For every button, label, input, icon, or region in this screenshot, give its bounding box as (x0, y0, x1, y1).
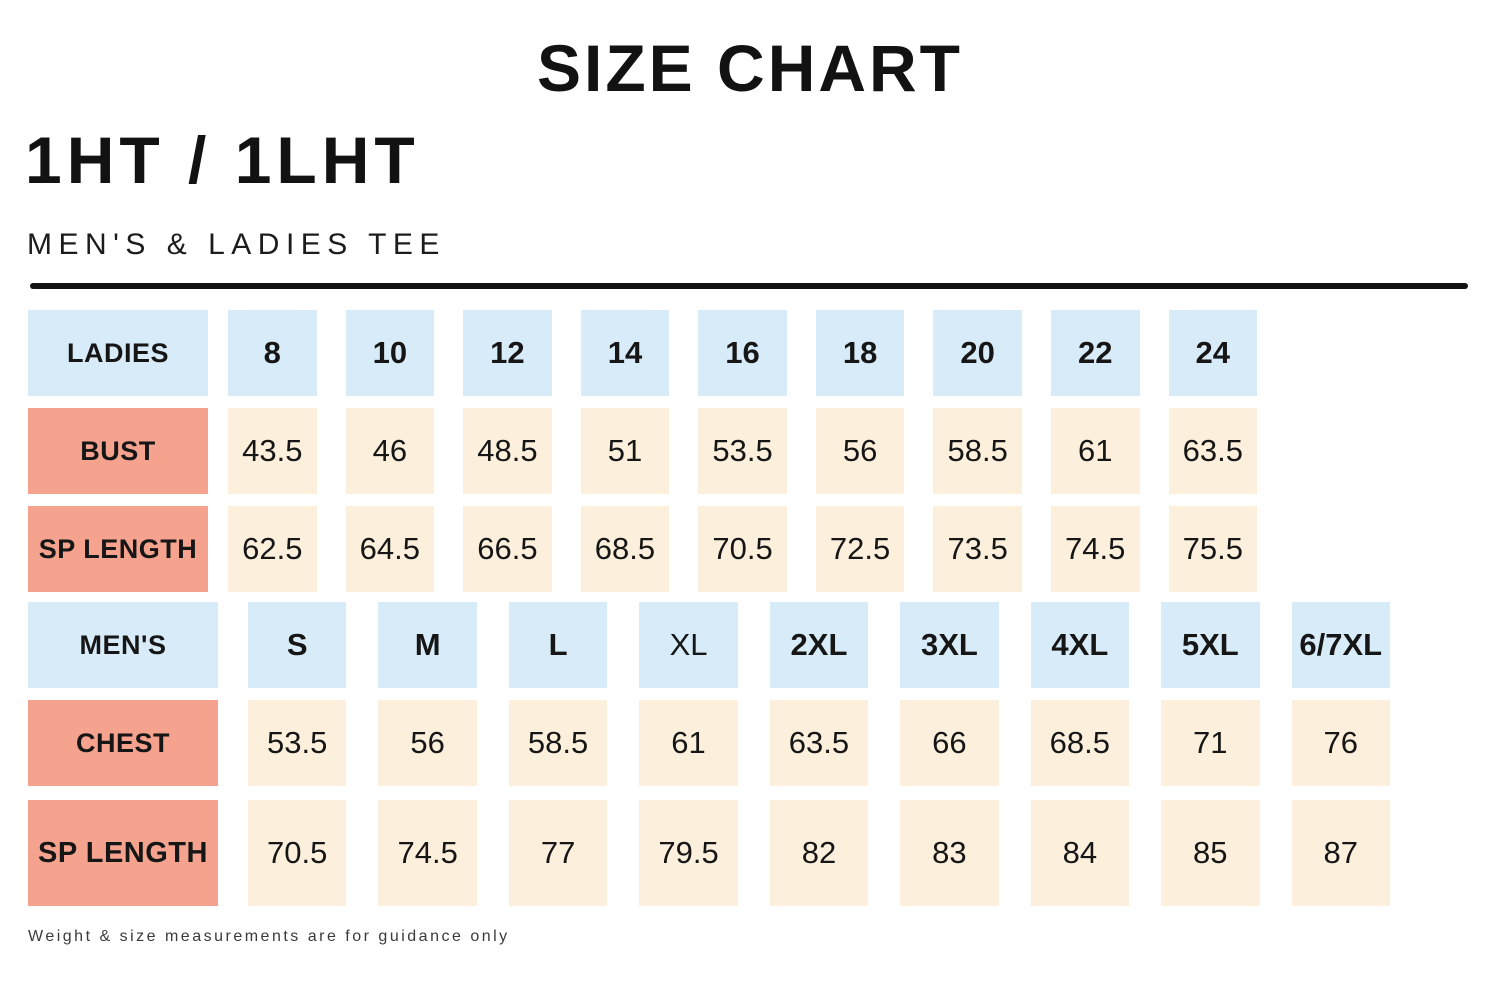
mens-sp-length-value-cell: 70.5 (248, 800, 347, 906)
chest-value-cell: 68.5 (1030, 700, 1130, 786)
chest-value-cell: 58.5 (508, 700, 608, 786)
size-tables: LADIES 8 10 12 14 16 18 20 22 24 BUST 43… (28, 310, 1390, 906)
mens-sp-length-value-cell: 74.5 (378, 800, 477, 906)
mens-sp-length-value-cell: 87 (1291, 800, 1390, 906)
ladies-size-cell: 22 (1050, 310, 1140, 396)
mens-sp-length-value-cell: 79.5 (639, 800, 738, 906)
ladies-size-cells: 8 10 12 14 16 18 20 22 24 (228, 310, 1258, 396)
mens-sp-length-value-cell: 83 (900, 800, 999, 906)
ladies-sp-length-value-cell: 66.5 (463, 506, 552, 592)
ladies-sp-length-value-cell: 72.5 (815, 506, 905, 592)
mens-sp-length-value-cell: 84 (1030, 800, 1130, 906)
ladies-size-cell: 20 (933, 310, 1022, 396)
ladies-size-cell: 8 (228, 310, 317, 396)
ladies-sp-length-value-cell: 75.5 (1168, 506, 1258, 592)
ladies-sp-length-value-cell: 64.5 (345, 506, 435, 592)
mens-sp-length-value-cell: 85 (1161, 800, 1260, 906)
ladies-size-cell: 16 (698, 310, 787, 396)
mens-size-cell: XL (639, 602, 738, 688)
mens-sp-length-row: SP LENGTH 70.5 74.5 77 79.5 82 83 84 85 … (28, 800, 1390, 906)
bust-value-cell: 56 (815, 408, 905, 494)
mens-chest-cells: 53.5 56 58.5 61 63.5 66 68.5 71 76 (248, 700, 1390, 786)
chest-value-cell: 71 (1161, 700, 1260, 786)
divider-rule (30, 283, 1468, 289)
mens-size-cell: 4XL (1030, 602, 1130, 688)
chest-row-label: CHEST (28, 700, 218, 786)
mens-size-cells: S M L XL 2XL 3XL 4XL 5XL 6/7XL (248, 602, 1390, 688)
ladies-sp-length-value-cell: 70.5 (698, 506, 787, 592)
mens-size-cell: 3XL (900, 602, 999, 688)
chest-value-cell: 53.5 (248, 700, 347, 786)
ladies-sp-length-value-cell: 62.5 (228, 506, 317, 592)
ladies-size-cell: 10 (345, 310, 435, 396)
ladies-size-cell: 14 (580, 310, 670, 396)
bust-value-cell: 61 (1050, 408, 1140, 494)
ladies-size-cell: 12 (463, 310, 552, 396)
ladies-sp-length-value-cell: 68.5 (580, 506, 670, 592)
mens-size-cell: M (378, 602, 477, 688)
ladies-sp-length-cells: 62.5 64.5 66.5 68.5 70.5 72.5 73.5 74.5 … (228, 506, 1258, 592)
mens-sp-length-label: SP LENGTH (28, 800, 218, 906)
mens-sp-length-value-cell: 77 (508, 800, 608, 906)
ladies-table-label: LADIES (28, 310, 208, 396)
chest-value-cell: 76 (1291, 700, 1390, 786)
bust-value-cell: 51 (580, 408, 670, 494)
product-code: 1HT / 1LHT (25, 123, 420, 197)
bust-row-label: BUST (28, 408, 208, 494)
ladies-size-cell: 18 (815, 310, 905, 396)
bust-value-cell: 43.5 (228, 408, 317, 494)
ladies-size-cell: 24 (1168, 310, 1258, 396)
ladies-bust-cells: 43.5 46 48.5 51 53.5 56 58.5 61 63.5 (228, 408, 1258, 494)
chest-value-cell: 66 (900, 700, 999, 786)
mens-sp-length-cells: 70.5 74.5 77 79.5 82 83 84 85 87 (248, 800, 1390, 906)
product-subtitle: MEN'S & LADIES TEE (27, 228, 446, 261)
bust-value-cell: 58.5 (933, 408, 1022, 494)
mens-size-cell: S (248, 602, 347, 688)
mens-size-cell: 6/7XL (1291, 602, 1390, 688)
ladies-size-header-row: LADIES 8 10 12 14 16 18 20 22 24 (28, 310, 1390, 396)
chest-value-cell: 63.5 (769, 700, 869, 786)
mens-sp-length-value-cell: 82 (769, 800, 869, 906)
ladies-sp-length-label: SP LENGTH (28, 506, 208, 592)
mens-size-cell: 2XL (769, 602, 869, 688)
mens-chest-row: CHEST 53.5 56 58.5 61 63.5 66 68.5 71 76 (28, 700, 1390, 786)
ladies-sp-length-row: SP LENGTH 62.5 64.5 66.5 68.5 70.5 72.5 … (28, 506, 1390, 592)
ladies-bust-row: BUST 43.5 46 48.5 51 53.5 56 58.5 61 63.… (28, 408, 1390, 494)
page-title: SIZE CHART (537, 31, 963, 105)
mens-size-header-row: MEN'S S M L XL 2XL 3XL 4XL 5XL 6/7XL (28, 602, 1390, 688)
mens-table-label: MEN'S (28, 602, 218, 688)
bust-value-cell: 46 (345, 408, 435, 494)
bust-value-cell: 63.5 (1168, 408, 1258, 494)
chest-value-cell: 56 (378, 700, 477, 786)
bust-value-cell: 48.5 (463, 408, 552, 494)
chest-value-cell: 61 (639, 700, 738, 786)
ladies-sp-length-value-cell: 73.5 (933, 506, 1022, 592)
mens-size-cell: 5XL (1161, 602, 1260, 688)
mens-size-cell: L (508, 602, 608, 688)
bust-value-cell: 53.5 (698, 408, 787, 494)
footnote: Weight & size measurements are for guida… (28, 928, 510, 945)
ladies-sp-length-value-cell: 74.5 (1050, 506, 1140, 592)
